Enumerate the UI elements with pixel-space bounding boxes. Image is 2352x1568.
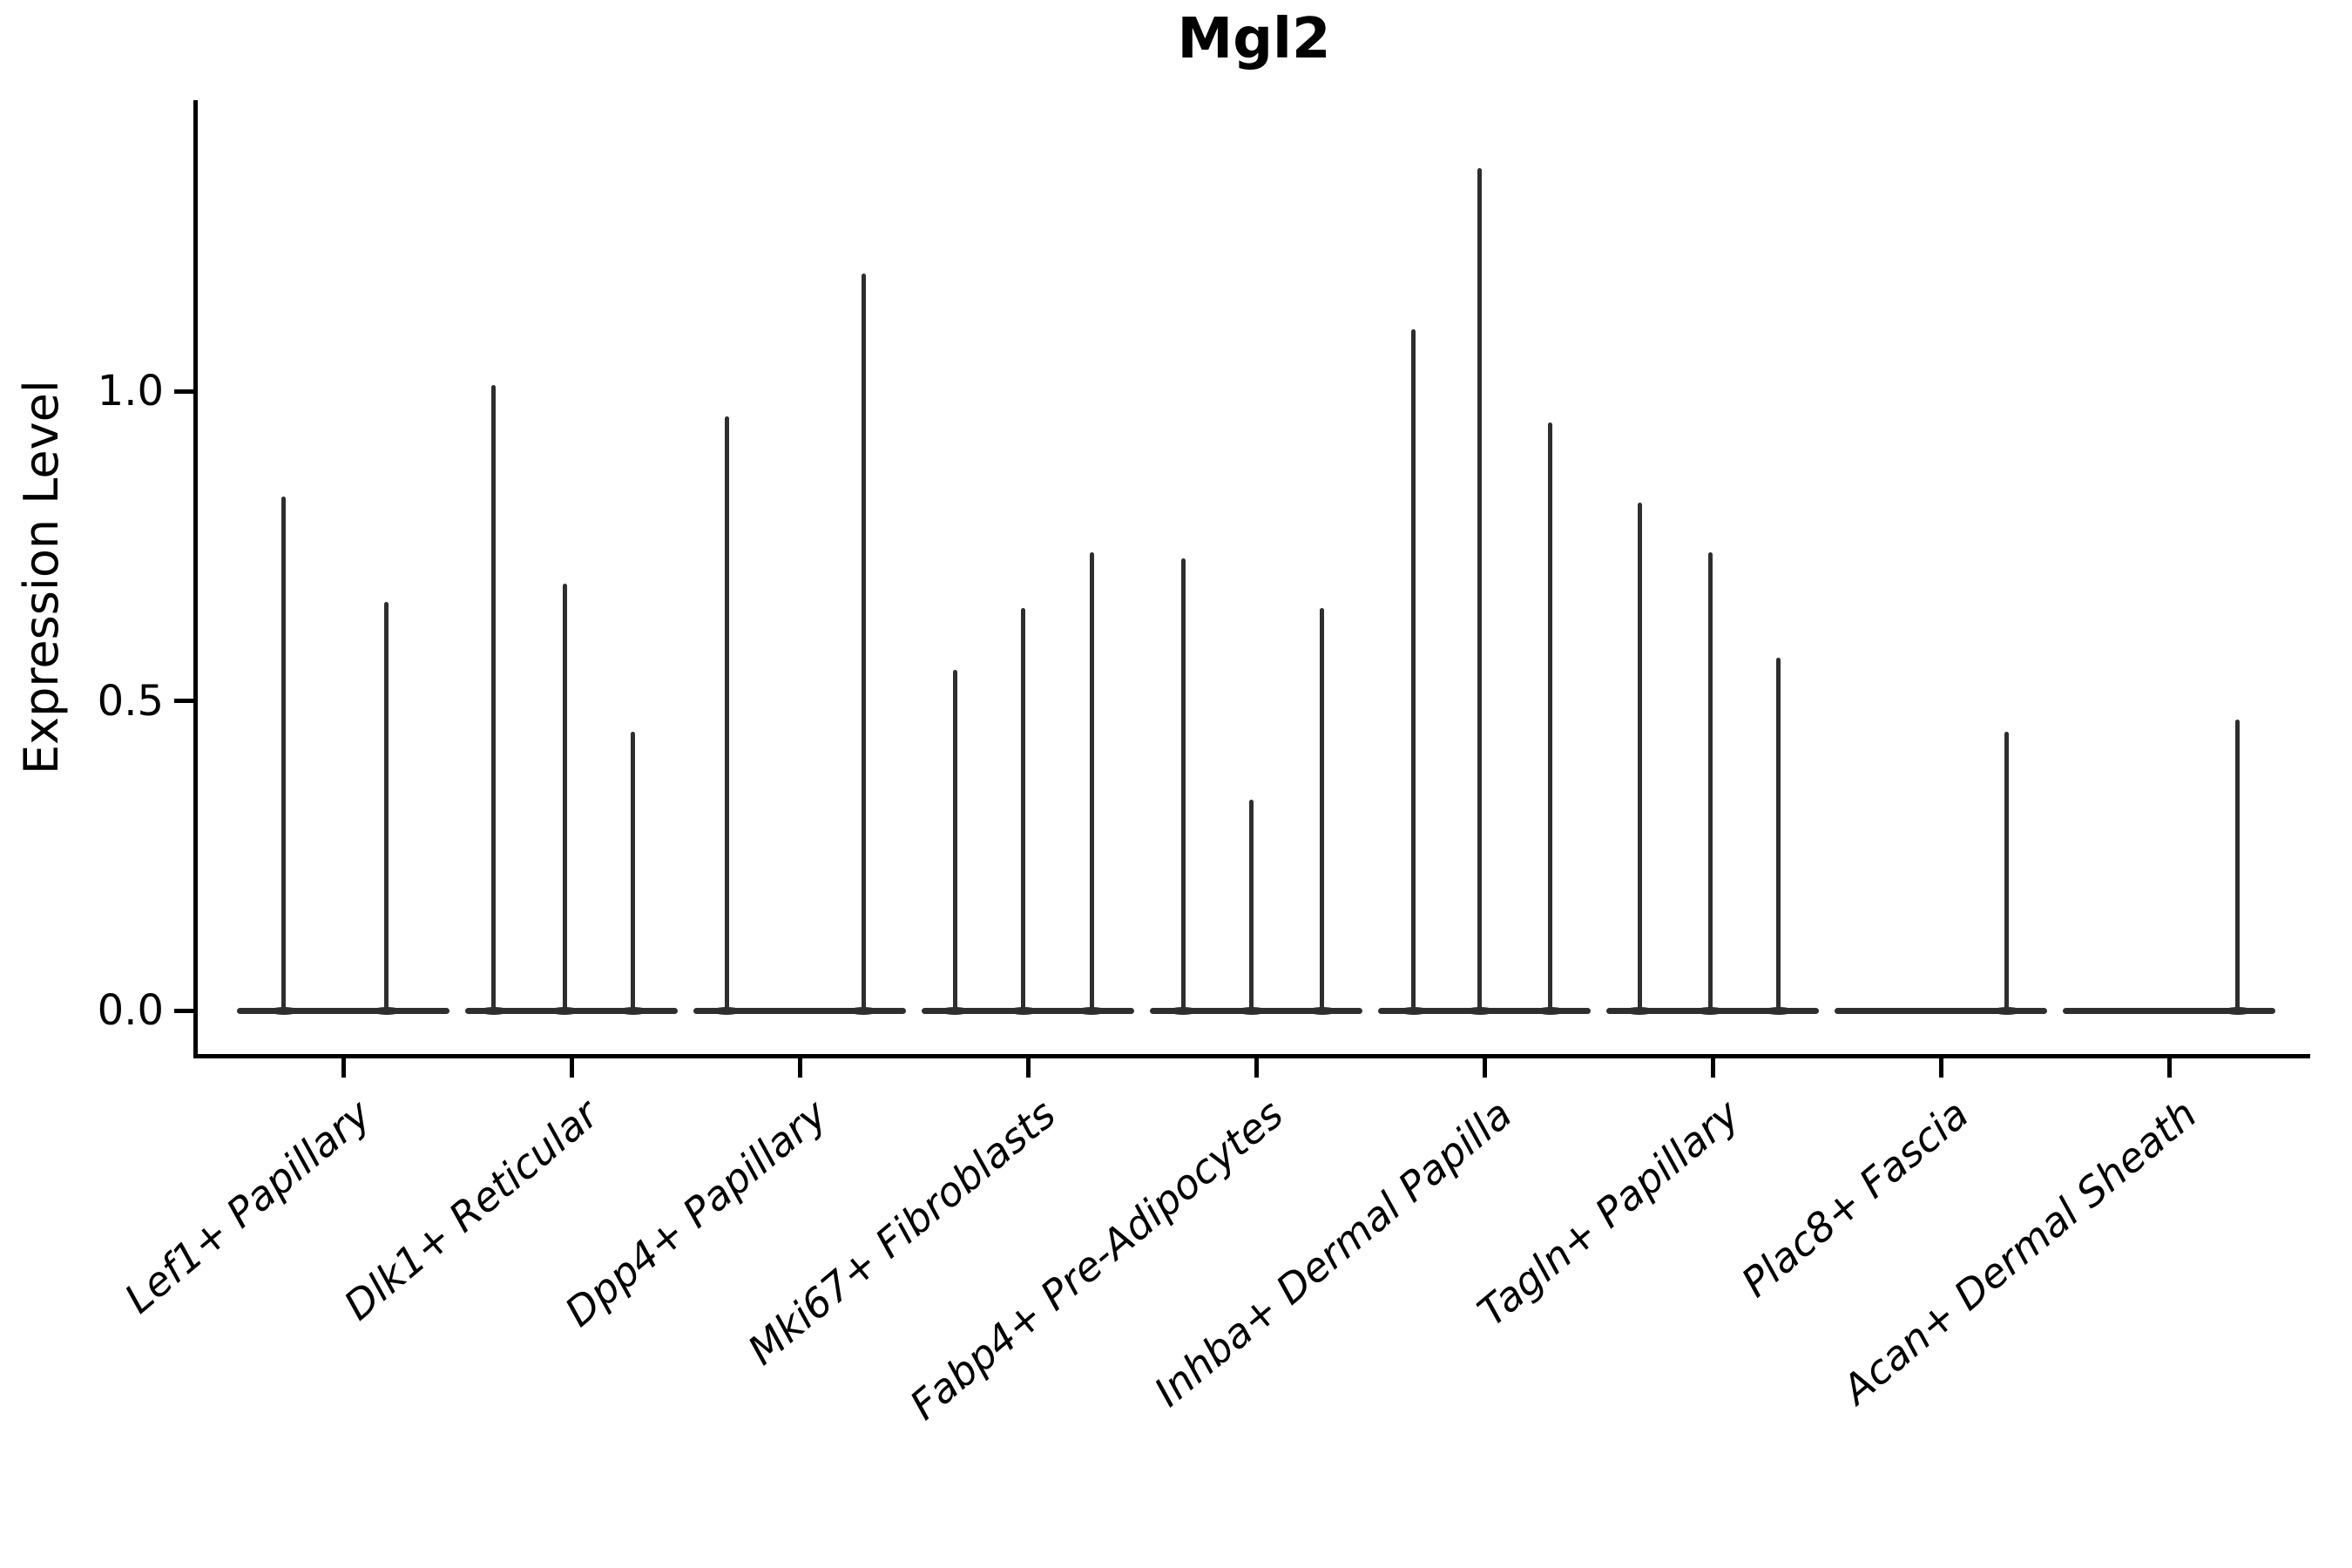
- x-tick: [569, 1058, 574, 1078]
- violin-baseline: [1835, 1007, 2047, 1014]
- x-axis-spine: [193, 1054, 2310, 1058]
- violin-spike: [1249, 800, 1254, 1011]
- y-tick-label: 0.5: [97, 676, 164, 726]
- violin-spike: [1776, 657, 1781, 1011]
- violin-spike: [631, 732, 636, 1011]
- violin-density-bump: [1008, 1006, 1038, 1015]
- y-tick-label: 1.0: [97, 367, 164, 416]
- violin-spike: [952, 670, 957, 1011]
- violin-density-bump: [550, 1006, 580, 1015]
- violin-density-bump: [1464, 1006, 1495, 1015]
- x-tick: [1710, 1058, 1715, 1078]
- y-axis-label: Expression Level: [14, 380, 69, 774]
- y-axis-spine: [193, 100, 198, 1058]
- y-tick: [174, 699, 193, 704]
- x-tick: [1025, 1058, 1031, 1078]
- x-tick: [1482, 1058, 1487, 1078]
- x-tick-label: Lef1+ Papillary: [115, 1090, 380, 1323]
- violin-spike: [1180, 558, 1186, 1011]
- x-tick: [1938, 1058, 1943, 1078]
- violin-spike: [1637, 503, 1642, 1011]
- violin-density-bump: [1236, 1006, 1267, 1015]
- y-tick: [174, 1008, 193, 1013]
- violin-spike: [1411, 329, 1416, 1011]
- violin-density-bump: [618, 1006, 648, 1015]
- violin-spike: [2235, 720, 2240, 1011]
- violin-density-bump: [848, 1006, 879, 1015]
- violin-density-bump: [371, 1006, 402, 1015]
- violin-spike: [562, 583, 567, 1011]
- chart-title: Mgl2: [1177, 7, 1331, 71]
- violin-spike: [281, 497, 287, 1011]
- violin-density-bump: [1991, 1006, 2022, 1015]
- violin-spike: [1477, 168, 1483, 1011]
- violin-spike: [2004, 732, 2010, 1011]
- x-tick: [2166, 1058, 2172, 1078]
- x-tick: [341, 1058, 346, 1078]
- x-tick-label: Fabp4+ Pre-Adipocytes: [901, 1090, 1293, 1429]
- violin-spike: [1707, 552, 1713, 1011]
- violin-density-bump: [1077, 1006, 1107, 1015]
- violin-spike: [861, 274, 866, 1011]
- violin-spike: [1021, 608, 1026, 1011]
- violin-baseline: [693, 1007, 906, 1014]
- violin-density-bump: [1398, 1006, 1429, 1015]
- violin-density-bump: [1763, 1006, 1794, 1015]
- violin-density-bump: [478, 1006, 509, 1015]
- violin-density-bump: [2222, 1006, 2253, 1015]
- violin-spike: [384, 601, 389, 1011]
- x-tick: [797, 1058, 802, 1078]
- violin-density-bump: [1168, 1006, 1199, 1015]
- violin-density-bump: [1307, 1006, 1337, 1015]
- violin-baseline: [237, 1007, 449, 1014]
- violin-spike: [491, 385, 497, 1011]
- violin-spike: [1548, 422, 1553, 1011]
- y-tick-label: 0.0: [97, 986, 164, 1036]
- x-tick-label: Plac8+ Fascia: [1732, 1090, 1977, 1307]
- violin-density-bump: [268, 1006, 299, 1015]
- violin-density-bump: [1625, 1006, 1655, 1015]
- violin-density-bump: [1695, 1006, 1726, 1015]
- violin-spike: [1089, 552, 1094, 1011]
- violin-baseline: [2063, 1007, 2275, 1014]
- violin-spike: [724, 416, 729, 1011]
- x-tick: [1254, 1058, 1259, 1078]
- violin-density-bump: [712, 1006, 742, 1015]
- violin-density-bump: [1535, 1006, 1565, 1015]
- y-tick: [174, 389, 193, 394]
- violin-density-bump: [940, 1006, 970, 1015]
- violin-spike: [1320, 608, 1325, 1011]
